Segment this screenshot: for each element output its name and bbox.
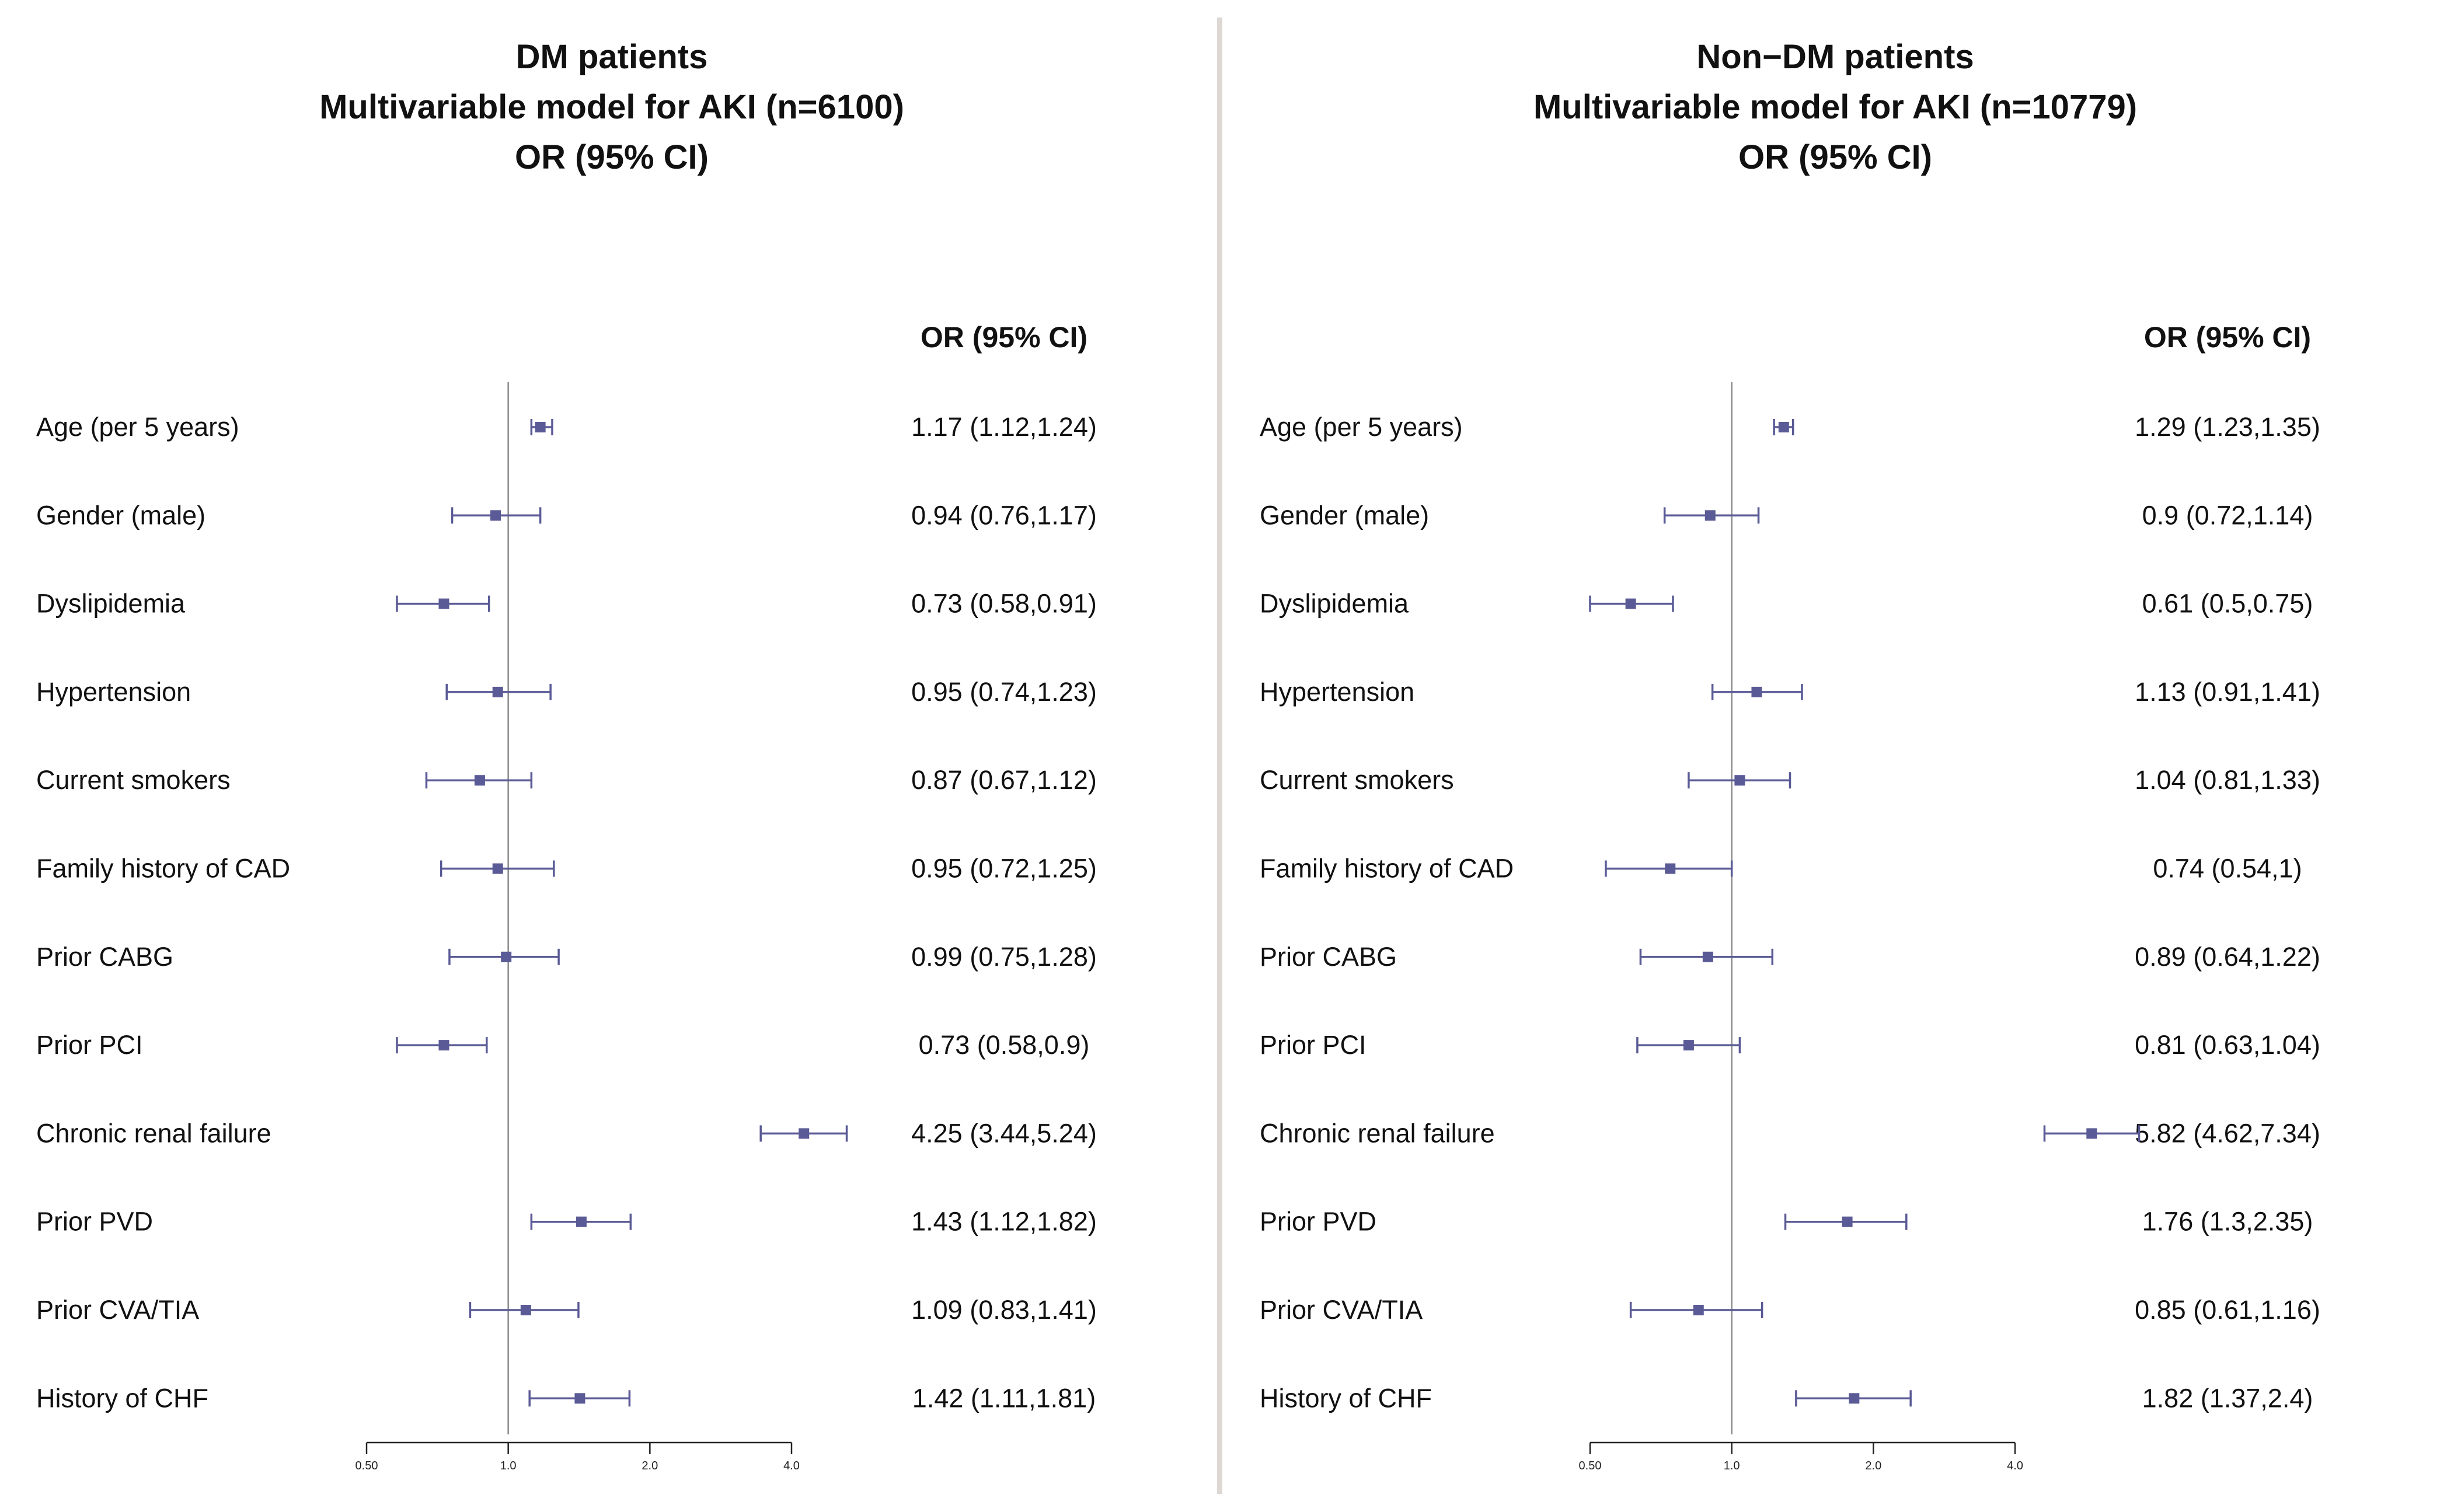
dm-x-tick-label: 4.0 bbox=[783, 1459, 800, 1472]
non-dm-point-estimate bbox=[1734, 775, 1745, 786]
dm-row-value: 0.87 (0.67,1.12) bbox=[911, 765, 1097, 795]
non-dm-point-estimate bbox=[2086, 1128, 2097, 1139]
dm-row-label: Prior CABG bbox=[36, 942, 173, 972]
dm-row-value: 0.99 (0.75,1.28) bbox=[911, 942, 1097, 972]
dm-point-estimate bbox=[474, 775, 485, 786]
non-dm-row-value: 1.29 (1.23,1.35) bbox=[2135, 412, 2320, 442]
non-dm-row-value: 0.85 (0.61,1.16) bbox=[2135, 1295, 2320, 1325]
non-dm-x-tick-label: 2.0 bbox=[1865, 1459, 1881, 1472]
non-dm-title-line-1: Non−DM patients bbox=[1696, 38, 1974, 76]
non-dm-point-estimate bbox=[1704, 510, 1716, 521]
non-dm-point-estimate bbox=[1683, 1040, 1694, 1051]
dm-row-label: Hypertension bbox=[36, 677, 191, 707]
dm-row-label: Gender (male) bbox=[36, 500, 205, 530]
non-dm-title-line-3: OR (95% CI) bbox=[1738, 138, 1932, 176]
dm-chart-title: DM patients Multivariable model for AKI … bbox=[0, 32, 1224, 183]
panel-divider bbox=[1217, 18, 1222, 1494]
dm-row-value: 0.95 (0.74,1.23) bbox=[911, 677, 1097, 707]
dm-point-estimate bbox=[520, 1305, 531, 1315]
non-dm-title-line-2: Multivariable model for AKI (n=10779) bbox=[1533, 88, 2138, 126]
dm-row-value: 4.25 (3.44,5.24) bbox=[911, 1118, 1097, 1148]
dm-row-label: Prior PVD bbox=[36, 1207, 153, 1237]
non-dm-row-label: Current smokers bbox=[1260, 765, 1454, 795]
dm-title-line-3: OR (95% CI) bbox=[515, 138, 709, 176]
dm-row-label: Chronic renal failure bbox=[36, 1118, 271, 1148]
dm-row-label: Age (per 5 years) bbox=[36, 412, 239, 442]
non-dm-row-value: 0.74 (0.54,1) bbox=[2153, 854, 2302, 884]
non-dm-row-value: 1.04 (0.81,1.33) bbox=[2135, 765, 2320, 795]
dm-point-estimate bbox=[438, 598, 449, 609]
dm-point-estimate bbox=[501, 951, 512, 962]
non-dm-row-label: Prior PVD bbox=[1260, 1207, 1376, 1237]
dm-forest-panel: DM patients Multivariable model for AKI … bbox=[0, 32, 1224, 1472]
dm-row-value: 1.17 (1.12,1.24) bbox=[911, 412, 1097, 442]
dm-x-tick-label: 0.50 bbox=[355, 1459, 378, 1472]
dm-row-label: Family history of CAD bbox=[36, 854, 290, 884]
dm-x-tick-label: 2.0 bbox=[642, 1459, 658, 1472]
dm-row-value: 1.43 (1.12,1.82) bbox=[911, 1207, 1097, 1237]
non-dm-row-label: Gender (male) bbox=[1260, 500, 1429, 530]
dm-point-estimate bbox=[799, 1128, 810, 1139]
non-dm-point-estimate bbox=[1702, 951, 1713, 962]
non-dm-row-value: 0.89 (0.64,1.22) bbox=[2135, 942, 2320, 972]
dm-row-label: Current smokers bbox=[36, 765, 231, 795]
dm-forest-plot: OR (95% CI) 0.50 1.0 2.0 4.0 Age (per 5 years… bbox=[36, 321, 1097, 1472]
non-dm-point-estimate bbox=[1778, 422, 1789, 432]
dm-x-tick-label: 1.0 bbox=[500, 1459, 517, 1472]
dm-point-estimate bbox=[492, 863, 503, 874]
dm-title-line-1: DM patients bbox=[515, 38, 708, 76]
non-dm-point-estimate bbox=[1665, 863, 1676, 874]
dm-row-value: 0.73 (0.58,0.9) bbox=[919, 1030, 1090, 1060]
dm-row-value: 0.94 (0.76,1.17) bbox=[911, 500, 1097, 530]
non-dm-row-value: 0.61 (0.5,0.75) bbox=[2142, 589, 2313, 619]
dm-row-value: 0.95 (0.72,1.25) bbox=[911, 854, 1097, 884]
dm-point-estimate bbox=[490, 510, 501, 521]
non-dm-row-label: Chronic renal failure bbox=[1260, 1118, 1495, 1148]
dm-row-label: History of CHF bbox=[36, 1383, 208, 1413]
non-dm-row-label: Prior PCI bbox=[1260, 1030, 1367, 1060]
dm-point-estimate bbox=[535, 422, 546, 432]
non-dm-chart-title: Non−DM patients Multivariable model for … bbox=[1224, 32, 2447, 183]
non-dm-point-estimate bbox=[1693, 1305, 1704, 1315]
non-dm-forest-plot: OR (95% CI) 0.50 1.0 2.0 4.0 Age (per 5 years… bbox=[1260, 321, 2320, 1472]
non-dm-row-value: 1.82 (1.37,2.4) bbox=[2142, 1383, 2313, 1413]
non-dm-row-label: Dyslipidemia bbox=[1260, 589, 1409, 619]
non-dm-row-label: Prior CVA/TIA bbox=[1260, 1295, 1423, 1325]
non-dm-point-estimate bbox=[1625, 598, 1636, 609]
non-dm-row-value: 0.81 (0.63,1.04) bbox=[2135, 1030, 2320, 1060]
non-dm-point-estimate bbox=[1842, 1216, 1853, 1227]
non-dm-row-value: 1.76 (1.3,2.35) bbox=[2142, 1207, 2313, 1237]
non-dm-point-estimate bbox=[1751, 686, 1762, 697]
non-dm-point-estimate bbox=[1849, 1393, 1860, 1404]
non-dm-x-tick-label: 0.50 bbox=[1579, 1459, 1602, 1472]
dm-row-label: Prior PCI bbox=[36, 1030, 143, 1060]
dm-row-label: Dyslipidemia bbox=[36, 589, 186, 619]
non-dm-column-header: OR (95% CI) bbox=[2144, 321, 2311, 354]
non-dm-row-value: 0.9 (0.72,1.14) bbox=[2142, 500, 2313, 530]
dm-point-estimate bbox=[492, 686, 503, 697]
dm-point-estimate bbox=[574, 1393, 585, 1404]
non-dm-row-label: Family history of CAD bbox=[1260, 854, 1514, 884]
dm-row-value: 1.09 (0.83,1.41) bbox=[911, 1295, 1097, 1325]
non-dm-row-label: History of CHF bbox=[1260, 1383, 1432, 1413]
dm-point-estimate bbox=[576, 1216, 587, 1227]
non-dm-row-label: Hypertension bbox=[1260, 677, 1414, 707]
non-dm-row-value: 1.13 (0.91,1.41) bbox=[2135, 677, 2320, 707]
non-dm-x-tick-label: 4.0 bbox=[2007, 1459, 2023, 1472]
dm-row-value: 0.73 (0.58,0.91) bbox=[911, 589, 1097, 619]
non-dm-row-value: 5.82 (4.62,7.34) bbox=[2135, 1118, 2320, 1148]
non-dm-x-tick-label: 1.0 bbox=[1724, 1459, 1740, 1472]
dm-row-label: Prior CVA/TIA bbox=[36, 1295, 199, 1325]
dm-point-estimate bbox=[438, 1040, 449, 1051]
non-dm-row-label: Prior CABG bbox=[1260, 942, 1397, 972]
non-dm-forest-panel: Non−DM patients Multivariable model for … bbox=[1224, 0, 2447, 1512]
dm-title-line-2: Multivariable model for AKI (n=6100) bbox=[319, 88, 904, 126]
non-dm-row-label: Age (per 5 years) bbox=[1260, 412, 1463, 442]
dm-column-header: OR (95% CI) bbox=[921, 321, 1087, 354]
dm-row-value: 1.42 (1.11,1.81) bbox=[912, 1383, 1096, 1413]
